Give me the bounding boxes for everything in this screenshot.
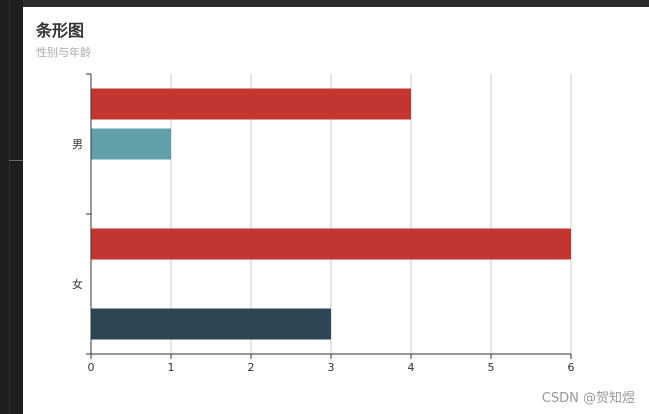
bar-0-1 bbox=[91, 128, 171, 160]
y-tick-label-0: 男 bbox=[72, 138, 83, 151]
bar-0-0 bbox=[91, 88, 411, 120]
y-tick-label-1: 女 bbox=[72, 277, 83, 291]
x-tick-label-5: 5 bbox=[488, 361, 495, 374]
x-tick-label-1: 1 bbox=[168, 361, 175, 374]
x-tick-label-6: 6 bbox=[568, 361, 575, 374]
x-tick-label-4: 4 bbox=[408, 361, 415, 374]
bar-1-0 bbox=[91, 228, 571, 260]
bar-chart: 0 1 2 3 4 5 6 男女 bbox=[72, 73, 575, 374]
chart-subtitle: 性别与年龄 bbox=[36, 46, 91, 59]
x-tick-label-0: 0 bbox=[88, 361, 95, 374]
window-top-bar bbox=[0, 0, 649, 7]
x-tick-label-3: 3 bbox=[328, 361, 335, 374]
bar-1-2 bbox=[91, 308, 331, 340]
chart-panel: 条形图 性别与年龄 0 1 2 3 4 5 6 男女 CSDN @贺知煜 bbox=[23, 7, 649, 414]
gutter-marker bbox=[9, 160, 23, 161]
gutter-divider bbox=[9, 0, 10, 414]
csdn-watermark: CSDN @贺知煜 bbox=[541, 391, 635, 406]
editor-side-gutter bbox=[0, 0, 23, 414]
chart-title: 条形图 bbox=[36, 21, 85, 40]
x-tick-label-2: 2 bbox=[248, 361, 255, 374]
